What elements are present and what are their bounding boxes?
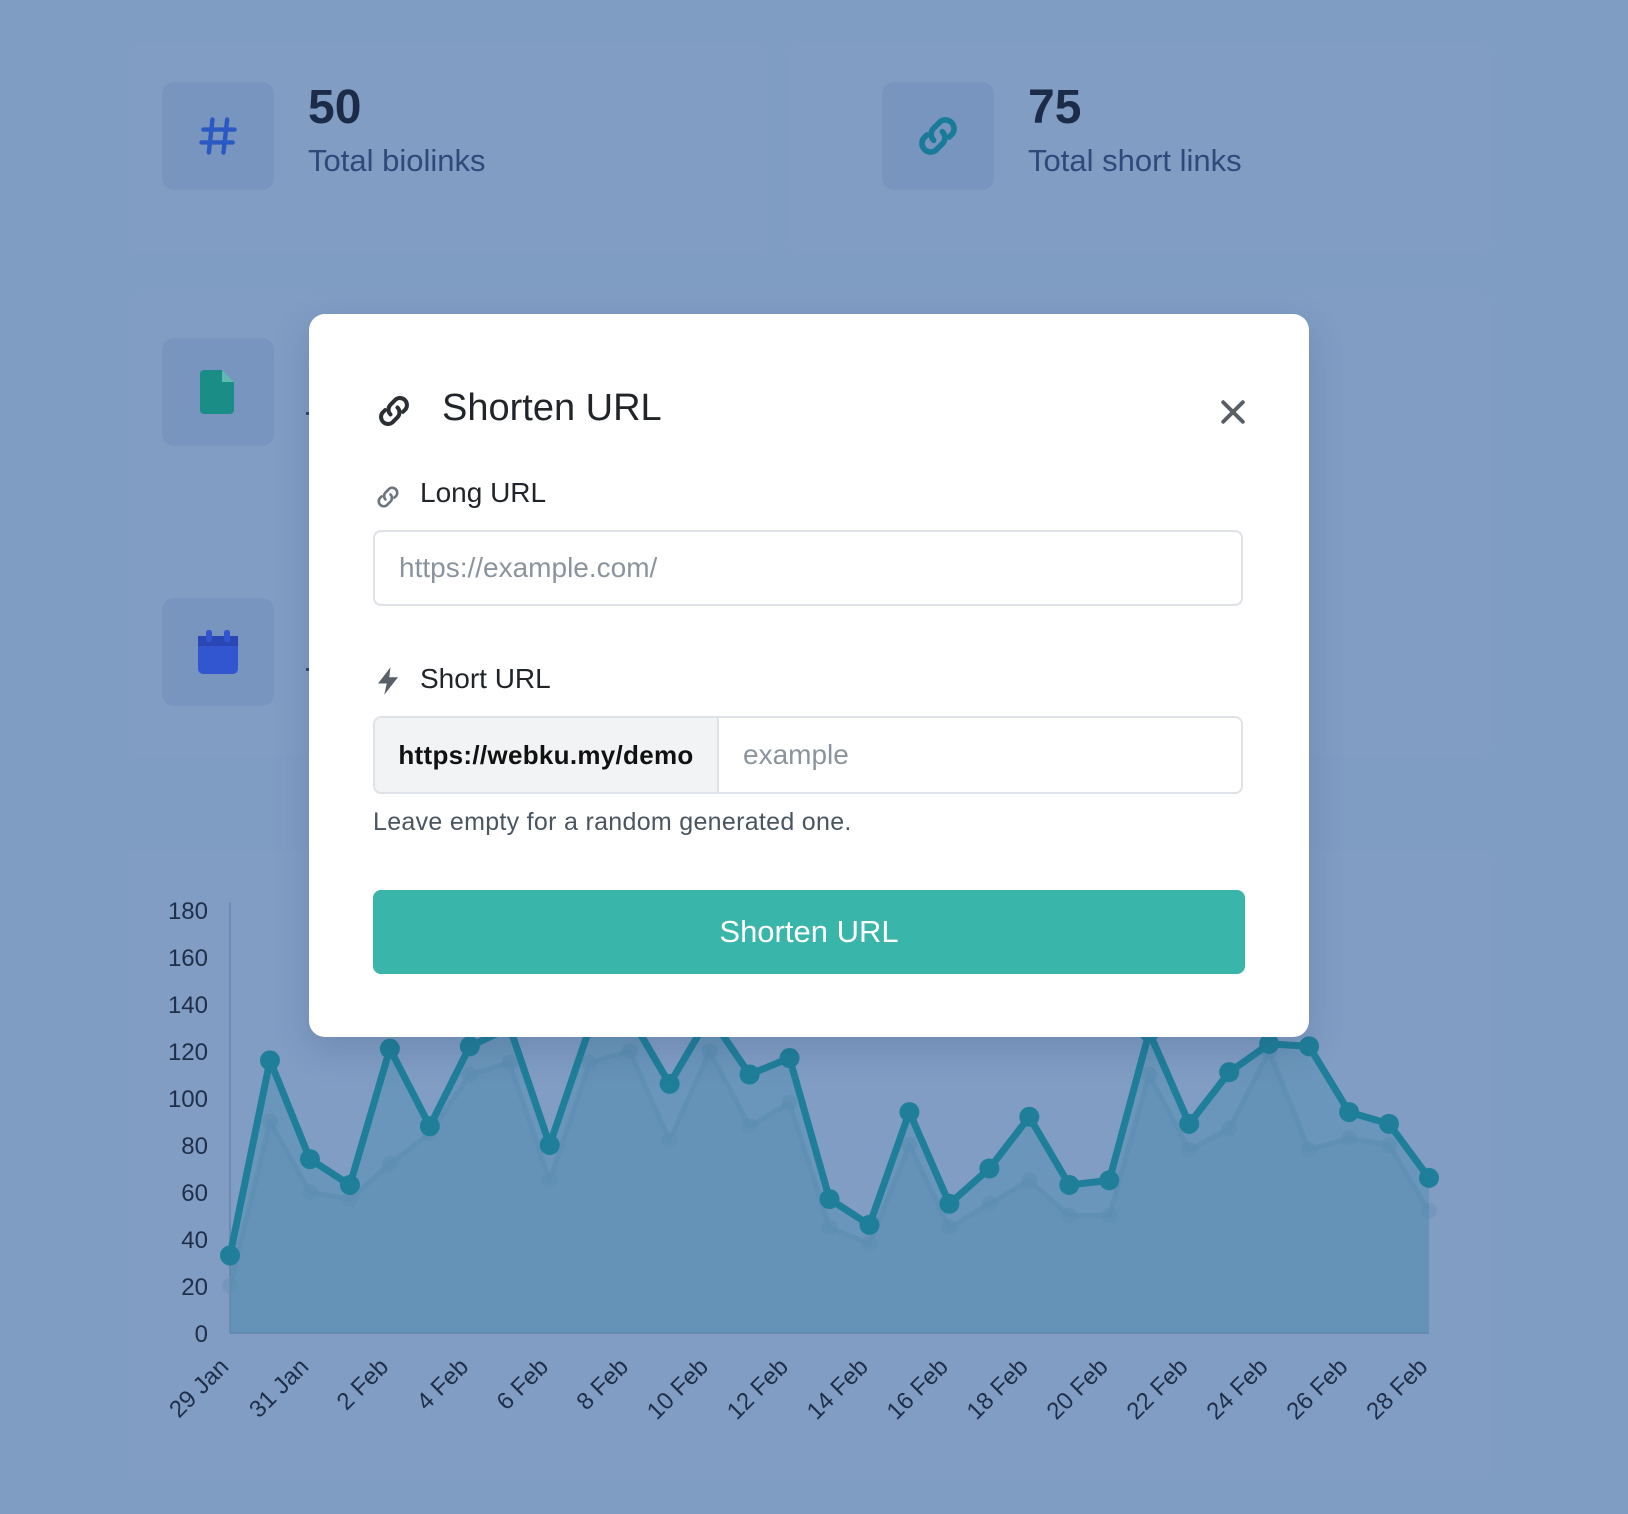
chart-point — [819, 1189, 840, 1210]
chart-point — [1299, 1036, 1320, 1057]
chart-point — [659, 1073, 680, 1094]
chart-point-secondary — [621, 1043, 638, 1059]
chart-point — [1259, 1033, 1280, 1054]
chart-point-secondary — [1301, 1141, 1318, 1158]
chart-point — [859, 1214, 880, 1235]
chart-point-secondary — [701, 1043, 718, 1059]
chart-y-tick-label: 0 — [195, 1321, 208, 1348]
chart-point — [1099, 1170, 1120, 1191]
chart-y-tick-label: 160 — [168, 945, 208, 972]
link-icon — [377, 486, 399, 508]
stat-icon-box-biolinks — [162, 82, 274, 190]
chart-point-secondary — [461, 1066, 478, 1083]
stat-value-biolinks: 50 — [308, 81, 362, 134]
chart-point-secondary — [1381, 1137, 1398, 1153]
chart-point-secondary — [901, 1137, 918, 1153]
chart-point-secondary — [581, 1054, 598, 1071]
chart-point-secondary — [781, 1094, 798, 1111]
chart-point-secondary — [1141, 1066, 1158, 1083]
chart-point-secondary — [381, 1155, 398, 1172]
stat-icon-box-files — [162, 338, 274, 446]
file-icon — [200, 370, 234, 414]
chart-point-secondary — [861, 1235, 878, 1252]
chart-point — [459, 1036, 480, 1057]
stat-icon-box-short-links — [882, 82, 994, 190]
chart-point — [739, 1064, 760, 1085]
chart-point — [1419, 1167, 1439, 1188]
stat-value-short-links: 75 — [1028, 81, 1082, 134]
chart-point — [539, 1135, 560, 1155]
chart-point-secondary — [541, 1172, 558, 1189]
close-icon — [1221, 400, 1245, 424]
close-button[interactable] — [1211, 390, 1255, 434]
long-url-input[interactable] — [373, 530, 1243, 606]
chart-point — [979, 1158, 1000, 1179]
short-url-alias-input[interactable] — [719, 718, 1241, 792]
chart-point-secondary — [1101, 1207, 1118, 1224]
chart-point — [259, 1050, 280, 1071]
chart-y-tick-label: 100 — [168, 1086, 208, 1113]
chart-point-secondary — [301, 1184, 318, 1200]
bolt-icon — [378, 667, 398, 695]
chart-point — [899, 1102, 920, 1123]
short-url-prefix: https://webku.my/demo — [375, 718, 719, 792]
chart-point-secondary — [341, 1191, 358, 1208]
chart-point — [419, 1116, 440, 1137]
short-url-label: Short URL — [420, 663, 551, 694]
shorten-url-modal: Shorten URL Long URL Short URL https://w… — [309, 314, 1309, 1037]
chart-point — [339, 1174, 360, 1195]
chart-point-secondary — [1421, 1202, 1437, 1219]
long-url-label: Long URL — [420, 477, 547, 508]
chart-y-tick-label: 60 — [181, 1180, 208, 1207]
chart-point — [939, 1193, 960, 1214]
chart-point — [220, 1245, 240, 1266]
chart-point-secondary — [1021, 1172, 1038, 1189]
chart-point-secondary — [222, 1278, 238, 1294]
chart-point — [1219, 1062, 1240, 1083]
chart-point-secondary — [821, 1219, 838, 1236]
stat-label-biolinks: Total biolinks — [308, 143, 486, 178]
chart-point — [779, 1048, 800, 1069]
modal-title: Shorten URL — [442, 387, 662, 429]
chart-point-secondary — [741, 1118, 758, 1135]
short-url-input-group: https://webku.my/demo — [373, 716, 1243, 794]
chart-point-secondary — [661, 1132, 678, 1149]
chart-y-tick-label: 80 — [181, 1133, 208, 1160]
chart-point — [1059, 1174, 1080, 1195]
short-url-help-text: Leave empty for a random generated one. — [373, 808, 852, 836]
link-icon — [379, 396, 409, 426]
calendar-icon — [198, 630, 238, 674]
chart-point-secondary — [1341, 1129, 1358, 1146]
chart-point-secondary — [941, 1219, 958, 1236]
hash-icon — [199, 117, 237, 155]
stat-label-short-links: Total short links — [1028, 143, 1242, 178]
chart-y-tick-label: 180 — [168, 898, 208, 925]
chart-y-tick-label: 20 — [181, 1274, 208, 1301]
shorten-url-button[interactable]: Shorten URL — [373, 890, 1245, 974]
chart-point-secondary — [1181, 1141, 1198, 1158]
chart-y-tick-label: 40 — [181, 1227, 208, 1254]
chart-point — [379, 1038, 400, 1059]
chart-point — [1019, 1106, 1040, 1127]
chart-point-secondary — [501, 1054, 518, 1071]
chart-point — [1179, 1113, 1200, 1134]
chart-series-area-secondary — [230, 1051, 1429, 1333]
chart-point — [1379, 1113, 1400, 1134]
link-icon — [919, 117, 957, 155]
chart-point — [1339, 1102, 1360, 1123]
chart-point-secondary — [1061, 1207, 1078, 1224]
chart-y-tick-label: 120 — [168, 1039, 208, 1066]
stat-icon-box-calendar — [162, 598, 274, 706]
chart-point-secondary — [261, 1113, 278, 1130]
chart-point-secondary — [1221, 1120, 1238, 1137]
chart-point-secondary — [981, 1195, 998, 1212]
chart-point — [299, 1149, 320, 1170]
chart-y-tick-label: 140 — [168, 992, 208, 1019]
